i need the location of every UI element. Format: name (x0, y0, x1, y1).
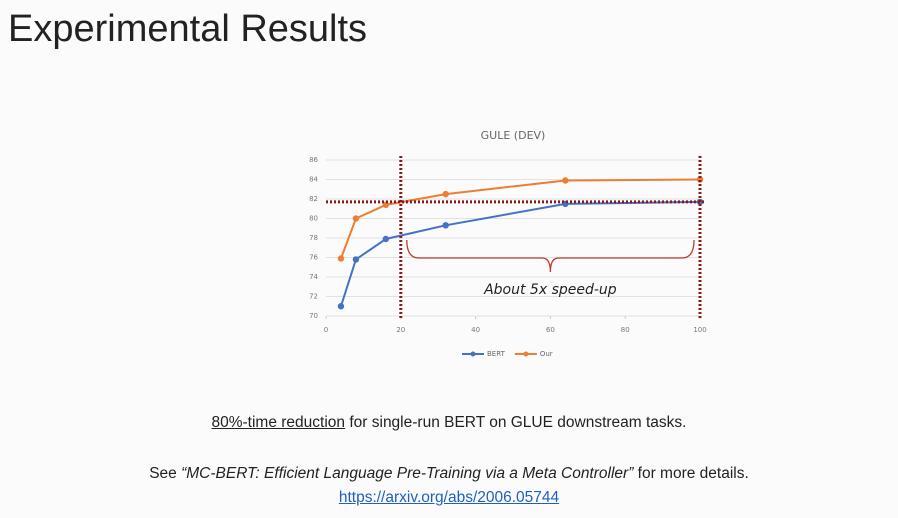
x-tick-label: 60 (546, 326, 555, 334)
data-point (696, 176, 704, 183)
y-tick-label: 86 (309, 156, 318, 164)
paper-link[interactable]: https://arxiv.org/abs/2006.05744 (338, 489, 560, 506)
data-point (442, 190, 449, 198)
data-point (562, 177, 569, 184)
x-tick-label: 20 (396, 326, 405, 334)
x-tick-label: 100 (693, 326, 706, 334)
reference-prefix: See (149, 465, 182, 482)
data-point (352, 256, 360, 263)
paper-title: “MC-BERT: Efficient Language Pre-Trainin… (181, 465, 634, 482)
reference: See “MC-BERT: Efficient Language Pre-Tra… (0, 465, 898, 483)
series-line (340, 200, 701, 307)
data-point (337, 303, 345, 310)
y-tick-label: 72 (309, 293, 318, 301)
y-tick-label: 82 (309, 195, 318, 203)
y-tick-label: 74 (309, 273, 318, 281)
caption-text: for single-run BERT on GLUE downstream t… (345, 414, 687, 431)
legend-marker (523, 351, 529, 357)
legend-label: Our (540, 350, 553, 358)
chart-title: GULE (DEV) (481, 129, 546, 142)
data-point (382, 235, 390, 243)
y-tick-label: 78 (309, 234, 318, 242)
legend-label: BERT (487, 350, 506, 358)
brace (406, 239, 695, 273)
x-tick-label: 80 (621, 326, 630, 334)
data-point (352, 215, 360, 222)
y-tick-label: 70 (309, 312, 318, 320)
caption-highlight: 80%-time reduction (211, 414, 346, 431)
annotation: About 5x speed-up (483, 282, 617, 298)
reference-suffix: for more details. (633, 465, 749, 482)
y-tick-label: 76 (309, 254, 318, 262)
y-tick-label: 80 (309, 215, 318, 223)
data-point (337, 255, 345, 262)
caption: 80%-time reduction for single-run BERT o… (0, 414, 898, 432)
x-tick-label: 40 (471, 326, 480, 334)
y-tick-label: 84 (309, 176, 318, 184)
x-tick-label: 0 (324, 326, 328, 334)
legend-marker (470, 351, 476, 357)
data-point (442, 222, 449, 229)
series-line (340, 178, 701, 259)
slide-title: Experimental Results (8, 8, 368, 50)
